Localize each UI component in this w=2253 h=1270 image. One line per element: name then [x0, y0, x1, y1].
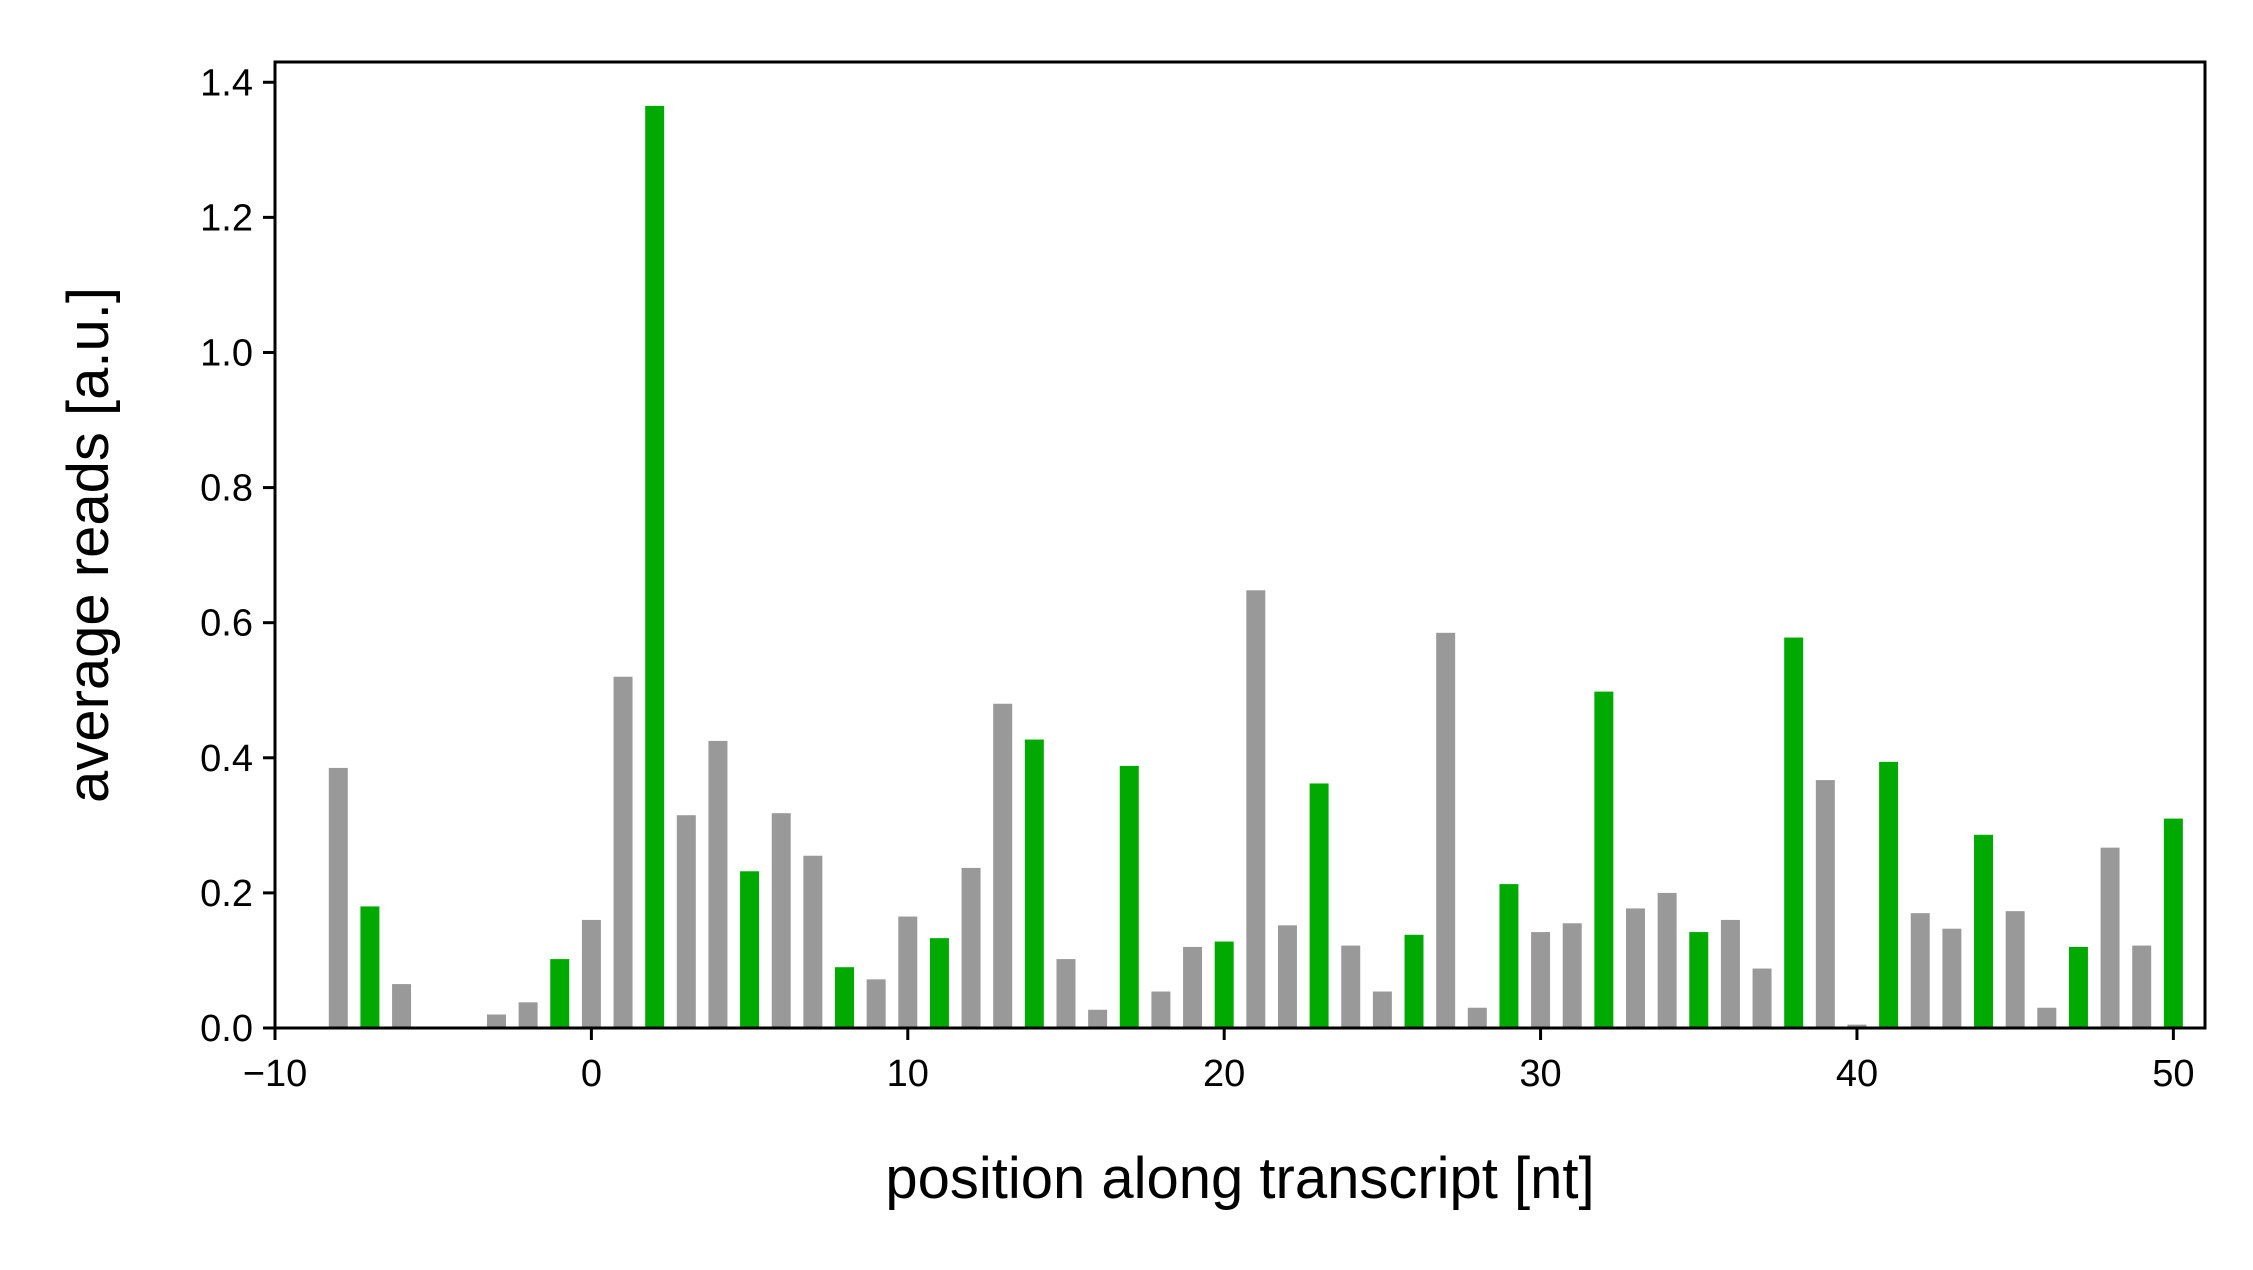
bar-pos-49: [2132, 945, 2152, 1028]
bar-pos-29: [1499, 884, 1519, 1028]
bar-pos-16: [1088, 1009, 1108, 1028]
bar-pos-41: [1879, 761, 1899, 1028]
bar-pos--3: [486, 1014, 506, 1028]
bar-pos-33: [1626, 908, 1645, 1028]
bar-pos-27: [1436, 632, 1456, 1028]
bar-pos-31: [1562, 923, 1582, 1028]
bar-pos-48: [2100, 847, 2120, 1028]
bar-pos-8: [835, 967, 854, 1028]
bar-pos-36: [1720, 919, 1740, 1028]
bar-pos-30: [1531, 932, 1551, 1028]
bar-pos-22: [1277, 925, 1297, 1028]
y-axis-ticks: 0.0 0.2 0.4 0.6 0.8 1.0 1.2 1.4: [200, 62, 275, 1050]
x-tick-label: 50: [2152, 1053, 2194, 1095]
bar-pos-24: [1341, 945, 1361, 1028]
bar-pos-4: [708, 740, 728, 1028]
x-tick-label: 20: [1203, 1053, 1245, 1095]
bar-pos-46: [2037, 1007, 2057, 1028]
bar-pos-0: [581, 919, 601, 1028]
x-tick-label: 40: [1836, 1053, 1878, 1095]
bar-pos-10: [898, 916, 918, 1028]
bar-pos-44: [1974, 834, 1994, 1028]
bar-pos-9: [866, 979, 886, 1028]
bar-pos-3: [676, 815, 696, 1028]
bar-pos--6: [392, 984, 412, 1028]
bar-pos-21: [1246, 590, 1266, 1028]
bar-pos-40: [1847, 1024, 1867, 1028]
y-tick-label: 0.4: [200, 738, 253, 780]
bar-pos-47: [2068, 946, 2088, 1028]
y-tick-label: 0.2: [200, 873, 253, 915]
bar-pos-38: [1784, 637, 1804, 1028]
bars-group: [328, 105, 2183, 1029]
bar-pos-23: [1309, 783, 1329, 1028]
bar-pos-1: [613, 676, 633, 1028]
bar-pos-45: [2005, 911, 2025, 1028]
bar-pos-25: [1372, 991, 1392, 1028]
y-tick-label: 1.0: [200, 332, 253, 374]
bar-pos--2: [518, 1002, 538, 1028]
bar-pos-14: [1024, 739, 1044, 1028]
bar-pos-7: [803, 855, 823, 1028]
bar-pos-18: [1151, 991, 1171, 1028]
y-tick-label: 1.4: [200, 62, 253, 104]
y-tick-label: 0.0: [200, 1008, 253, 1050]
bar-pos-37: [1752, 968, 1772, 1028]
bar-pos-42: [1910, 913, 1930, 1028]
bar-pos-50: [2163, 818, 2183, 1028]
bar-pos-11: [929, 938, 949, 1028]
y-tick-label: 1.2: [200, 197, 253, 239]
bar-pos-2: [645, 105, 665, 1029]
x-tick-label: −10: [243, 1053, 307, 1095]
bar-pos--8: [328, 767, 348, 1028]
bar-pos-5: [740, 871, 760, 1028]
y-tick-label: 0.6: [200, 603, 253, 645]
bar-pos-26: [1404, 934, 1424, 1028]
bar-pos-35: [1689, 932, 1709, 1028]
bar-pos--1: [550, 959, 570, 1028]
bar-pos-39: [1815, 780, 1835, 1028]
bar-pos-43: [1942, 928, 1962, 1028]
bar-pos-34: [1657, 892, 1677, 1028]
x-axis-ticks: −10 0 10 20 30 40 50: [243, 1028, 2195, 1095]
x-tick-label: 0: [581, 1053, 602, 1095]
bar-pos-13: [993, 703, 1013, 1028]
x-axis-label: position along transcript [nt]: [885, 1146, 1594, 1211]
plot-frame: [273, 60, 2207, 1030]
bar-pos-20: [1214, 941, 1234, 1028]
bar-pos-12: [961, 867, 981, 1028]
x-tick-label: 10: [887, 1053, 929, 1095]
bar-pos-17: [1119, 765, 1139, 1028]
y-axis-label: average reads [a.u.]: [56, 287, 121, 803]
bar-pos-32: [1594, 691, 1614, 1028]
bar-pos-28: [1467, 1007, 1487, 1028]
x-tick-label: 30: [1519, 1053, 1561, 1095]
y-tick-label: 0.8: [200, 468, 253, 510]
bar-pos-19: [1183, 946, 1203, 1028]
bar-pos--7: [360, 906, 380, 1028]
bar-pos-15: [1056, 959, 1076, 1028]
bar-pos-6: [771, 813, 791, 1028]
